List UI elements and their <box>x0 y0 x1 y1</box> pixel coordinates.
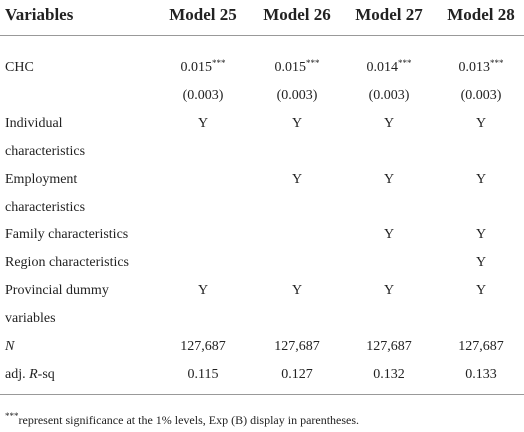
cell: Y <box>384 282 394 300</box>
significance-stars: *** <box>398 58 412 68</box>
cell: (0.003) <box>277 87 318 105</box>
cell-value: (0.003) <box>368 87 410 103</box>
cell-value: Y <box>383 227 395 243</box>
cell-value: Y <box>475 283 487 299</box>
column-header: Model 28 <box>447 5 515 24</box>
row-label: characteristics <box>5 143 86 159</box>
cell: Y <box>476 171 486 189</box>
cell-value: 0.015 <box>274 60 307 75</box>
cell: 0.014*** <box>367 59 412 77</box>
cell-value: Y <box>291 115 303 131</box>
cell-value: Y <box>475 115 487 131</box>
cell: (0.003) <box>369 87 410 105</box>
cell: Y <box>198 115 208 133</box>
cell-value: (0.003) <box>460 87 502 103</box>
cell: Y <box>292 115 302 133</box>
row-label: adj. R-sq <box>5 366 55 384</box>
cell: Y <box>384 226 394 244</box>
column-header: Model 25 <box>169 5 237 24</box>
footnote-text: represent significance at the 1% levels,… <box>18 413 360 427</box>
cell: 0.015*** <box>275 59 320 77</box>
cell-value: 0.115 <box>187 366 219 382</box>
cell-value: 0.014 <box>366 60 399 75</box>
cell: 0.013*** <box>459 59 504 77</box>
cell: 0.115 <box>188 366 219 384</box>
row-label: N <box>5 339 15 354</box>
cell: (0.003) <box>461 87 502 105</box>
significance-stars: *** <box>306 58 320 68</box>
cell-value: 0.132 <box>373 366 405 382</box>
cell: 127,687 <box>274 338 320 356</box>
cell-value: 0.127 <box>281 366 313 382</box>
cell-value: Y <box>291 171 303 187</box>
cell: 0.133 <box>465 366 497 384</box>
row-label: Family characteristics <box>5 227 129 243</box>
row-label: Region characteristics <box>5 255 130 271</box>
row-label: Provincial dummy <box>5 283 109 299</box>
cell: Y <box>292 171 302 189</box>
row-label: characteristics <box>5 199 86 215</box>
cell-value: Y <box>475 255 487 271</box>
row-label: Employment <box>5 171 78 187</box>
cell: Y <box>292 282 302 300</box>
cell: Y <box>384 171 394 189</box>
cell: 127,687 <box>366 338 412 356</box>
cell: 0.015*** <box>181 59 226 77</box>
cell: Y <box>384 115 394 133</box>
cell-value: 0.013 <box>458 60 491 75</box>
column-header: Model 26 <box>263 5 331 24</box>
header-rule <box>0 35 524 36</box>
cell: Y <box>476 115 486 133</box>
row-label: variables <box>5 311 56 327</box>
cell-value: 0.015 <box>180 60 213 75</box>
cell-value: (0.003) <box>182 87 224 103</box>
cell-value: 127,687 <box>180 339 226 354</box>
cell-value: Y <box>383 283 395 299</box>
cell: Y <box>476 226 486 244</box>
cell-value: Y <box>475 171 487 187</box>
column-header: Model 27 <box>355 5 423 24</box>
cell-value: 127,687 <box>274 339 320 354</box>
cell: Y <box>476 282 486 300</box>
row-label: CHC <box>5 60 34 75</box>
row-label: Individual <box>5 115 63 131</box>
cell: 0.132 <box>373 366 405 384</box>
cell-value: 127,687 <box>458 339 504 354</box>
significance-stars: *** <box>490 58 504 68</box>
footnote: ***represent significance at the 1% leve… <box>5 411 359 429</box>
cell-value: (0.003) <box>276 87 318 103</box>
cell: 0.127 <box>281 366 313 384</box>
cell-value: Y <box>197 115 209 131</box>
footnote-marker: *** <box>5 411 19 421</box>
cell: Y <box>476 254 486 272</box>
cell: 127,687 <box>180 338 226 356</box>
row-label-part: -sq <box>37 366 55 382</box>
cell-value: Y <box>383 171 395 187</box>
cell-value: Y <box>475 227 487 243</box>
cell-value: Y <box>291 283 303 299</box>
header-label: Variables <box>5 5 74 24</box>
row-label-part: adj. <box>5 366 30 382</box>
bottom-rule <box>0 394 524 395</box>
cell: (0.003) <box>183 87 224 105</box>
cell: 127,687 <box>458 338 504 356</box>
cell-value: Y <box>383 115 395 131</box>
row-label-part: R <box>29 366 38 382</box>
significance-stars: *** <box>212 58 226 68</box>
cell-value: 0.133 <box>465 366 497 382</box>
cell-value: Y <box>197 283 209 299</box>
cell-value: 127,687 <box>366 339 412 354</box>
cell: Y <box>198 282 208 300</box>
